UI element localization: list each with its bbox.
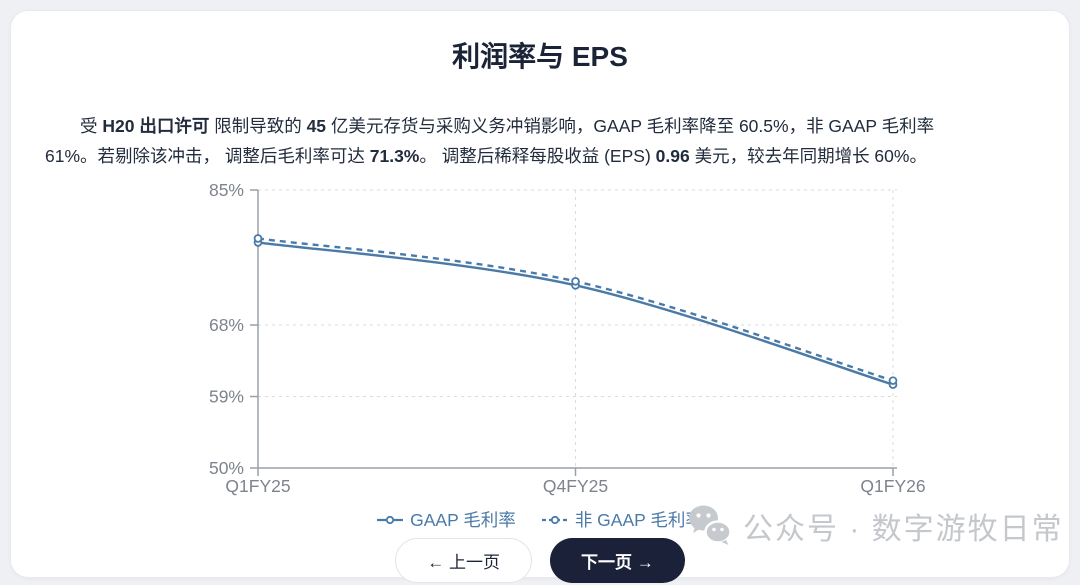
legend-label: 非 GAAP 毛利率 [574, 510, 703, 530]
summary-paragraph: 受 H20 出口许可 限制导致的 45 亿美元存货与采购义务冲销影响，GAAP … [45, 111, 967, 171]
summary-segment: 限制导致的 [209, 116, 307, 136]
legend-item[interactable]: 非 GAAP 毛利率 [541, 507, 703, 532]
wechat-icon [689, 505, 732, 545]
pagination-nav: ← 上一页 下一页 → [0, 538, 1080, 583]
content-card [10, 10, 1070, 578]
legend-label: GAAP 毛利率 [410, 510, 516, 530]
legend-item[interactable]: GAAP 毛利率 [377, 507, 516, 532]
solid-line-marker-icon [377, 515, 404, 524]
chart-legend: GAAP 毛利率 非 GAAP 毛利率 [0, 507, 1080, 532]
dashed-line-marker-icon [541, 515, 568, 524]
summary-segment: 受 [80, 116, 103, 136]
watermark: 公众号 · 数字游牧日常 [688, 504, 1064, 548]
summary-segment: 美元，较去年同期增长 60%。 [689, 146, 927, 166]
summary-segment: 亿美元存货与采购义务冲销影响，GAAP 毛利率降至 60.5%，非 GAAP 毛… [45, 116, 935, 166]
summary-segment: H20 出口许可 [102, 116, 210, 136]
summary-segment: 45 [306, 116, 327, 136]
page-title: 利润率与 EPS [452, 41, 628, 72]
next-page-button[interactable]: 下一页 → [550, 538, 685, 583]
watermark-text: 公众号 · 数字游牧日常 [743, 513, 1064, 546]
summary-segment: 71.3% [369, 146, 420, 166]
prev-page-button[interactable]: ← 上一页 [395, 538, 532, 583]
summary-segment: 。 调整后稀释每股收益 (EPS) [419, 146, 656, 166]
summary-segment: 0.96 [655, 146, 690, 166]
